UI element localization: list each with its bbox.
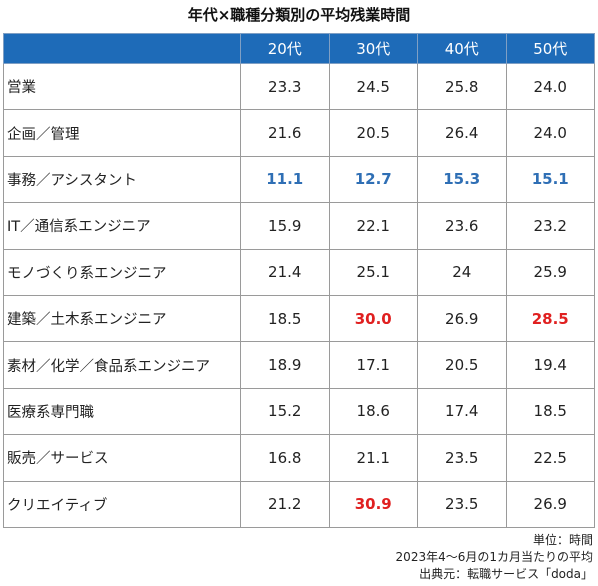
table-cell: 16.8	[240, 434, 330, 482]
table-row: 素材／化学／食品系エンジニア 18.9 17.1 20.5 19.4	[3, 341, 595, 389]
table-cell: 23.5	[417, 434, 507, 482]
table-row: 企画／管理 21.6 20.5 26.4 24.0	[3, 109, 595, 157]
row-label: 企画／管理	[3, 109, 241, 157]
table-cell: 21.1	[328, 434, 418, 482]
table-cell: 11.1	[240, 155, 330, 204]
table-cell: 17.4	[417, 387, 507, 436]
unit-note: 単位：時間	[532, 533, 593, 547]
column-header: 20代	[240, 33, 330, 64]
table-row: IT／通信系エンジニア 15.9 22.1 23.6 23.2	[3, 202, 595, 250]
row-label: 医療系専門職	[3, 387, 241, 436]
table-cell: 30.0	[328, 294, 418, 343]
row-label: モノづくり系エンジニア	[3, 248, 241, 296]
row-label: 素材／化学／食品系エンジニア	[3, 341, 241, 389]
table-cell: 23.5	[417, 480, 507, 528]
table-cell: 21.4	[240, 248, 330, 296]
table-cell: 18.6	[328, 387, 418, 436]
table-cell: 28.5	[505, 294, 595, 343]
table-cell: 12.7	[328, 155, 418, 204]
table-cell: 25.8	[417, 62, 507, 111]
table-row: 医療系専門職 15.2 18.6 17.4 18.5	[3, 387, 595, 436]
table-cell: 18.5	[240, 294, 330, 343]
table-cell: 26.9	[417, 294, 507, 343]
table-cell: 23.3	[240, 62, 330, 111]
row-label: 建築／土木系エンジニア	[3, 294, 241, 343]
table-cell: 18.5	[505, 387, 595, 436]
table-cell: 26.9	[505, 480, 595, 528]
row-label: 事務／アシスタント	[3, 155, 241, 204]
header-corner	[3, 33, 241, 64]
table-cell: 22.1	[328, 202, 418, 250]
column-header: 30代	[328, 33, 418, 64]
period-note: 2023年4～6月の1カ月当たりの平均	[395, 550, 593, 564]
table-cell: 24.0	[505, 62, 595, 111]
table-cell: 19.4	[505, 341, 595, 389]
table-row: 建築／土木系エンジニア 18.5 30.0 26.9 28.5	[3, 294, 595, 343]
column-header: 50代	[505, 33, 595, 64]
table-cell: 25.9	[505, 248, 595, 296]
table-row: モノづくり系エンジニア 21.4 25.1 24 25.9	[3, 248, 595, 296]
table-cell: 21.2	[240, 480, 330, 528]
row-label: 営業	[3, 62, 241, 111]
source-note: 出典元：転職サービス「doda」	[419, 567, 593, 581]
table-cell: 18.9	[240, 341, 330, 389]
table-cell: 25.1	[328, 248, 418, 296]
table-cell: 26.4	[417, 109, 507, 157]
table-cell: 15.2	[240, 387, 330, 436]
table-cell: 15.1	[505, 155, 595, 204]
chart-title: 年代×職種分類別の平均残業時間	[187, 6, 411, 24]
table-cell: 24.0	[505, 109, 595, 157]
table-cell: 17.1	[328, 341, 418, 389]
row-label: 販売／サービス	[3, 434, 241, 482]
table-cell: 20.5	[417, 341, 507, 389]
row-label: IT／通信系エンジニア	[3, 202, 241, 250]
table-row: クリエイティブ 21.2 30.9 23.5 26.9	[3, 480, 595, 528]
table-cell: 24	[417, 248, 507, 296]
table-cell: 24.5	[328, 62, 418, 111]
footnotes: 単位：時間 2023年4～6月の1カ月当たりの平均 出典元：転職サービス「dod…	[396, 532, 593, 583]
table-cell: 15.3	[417, 155, 507, 204]
table-cell: 15.9	[240, 202, 330, 250]
table-row: 事務／アシスタント 11.1 12.7 15.3 15.1	[3, 155, 595, 204]
table-cell: 30.9	[328, 480, 418, 528]
table-cell: 23.6	[417, 202, 507, 250]
column-header: 40代	[417, 33, 507, 64]
table-row: 販売／サービス 16.8 21.1 23.5 22.5	[3, 434, 595, 482]
table-cell: 22.5	[505, 434, 595, 482]
overtime-table: 20代 30代 40代 50代 営業 23.3 24.5 25.8 24.0 企画／管理 2…	[3, 33, 595, 528]
table-cell: 21.6	[240, 109, 330, 157]
table-row: 営業 23.3 24.5 25.8 24.0	[3, 62, 595, 111]
table-body: 営業 23.3 24.5 25.8 24.0 企画／管理 21.6 20.5 26.4 24.0 事…	[3, 62, 595, 528]
table-cell: 20.5	[328, 109, 418, 157]
table-cell: 23.2	[505, 202, 595, 250]
row-label: クリエイティブ	[3, 480, 241, 528]
header-row: 20代 30代 40代 50代	[3, 33, 595, 64]
